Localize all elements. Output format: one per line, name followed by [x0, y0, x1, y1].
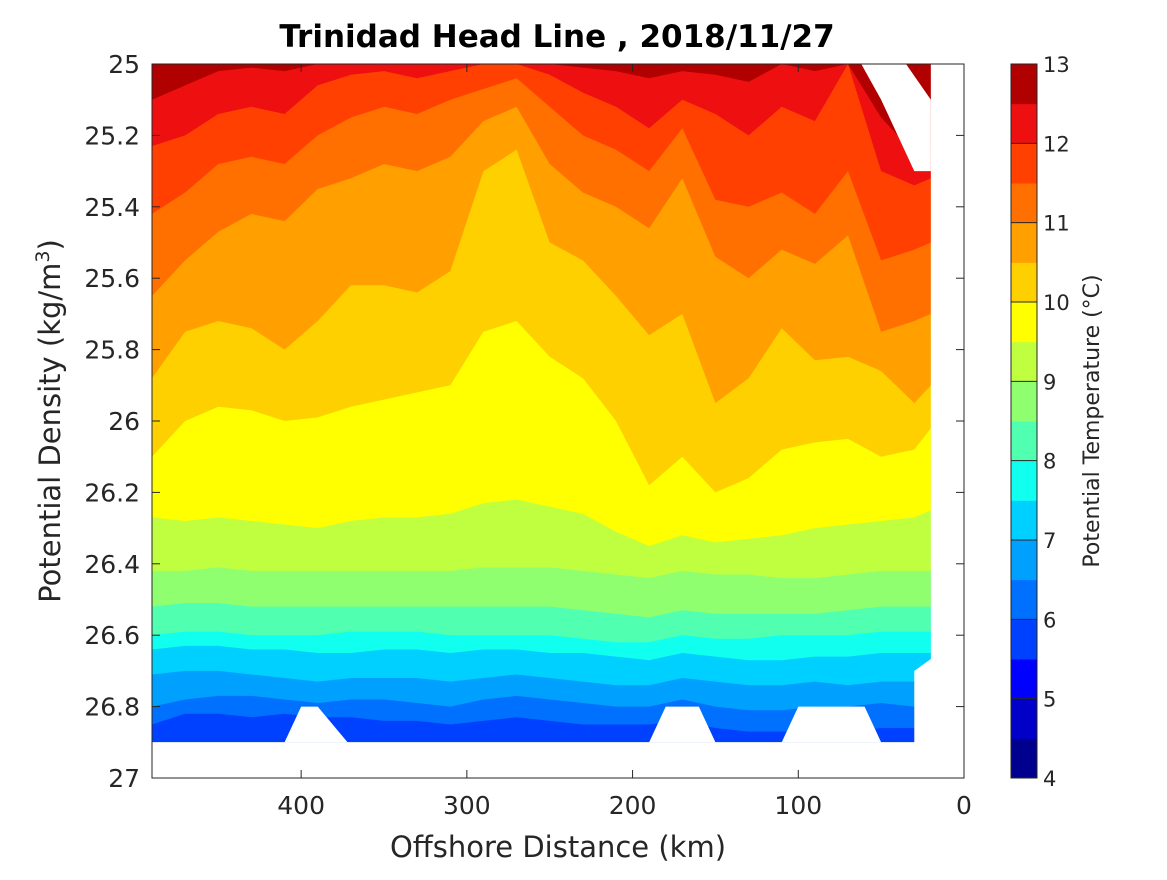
- contour-band-11.5: [152, 64, 931, 186]
- colorbar-tick-label: 5: [1043, 688, 1056, 712]
- colorbar-swatch: [1011, 619, 1037, 660]
- y-tick-label: 25.8: [84, 336, 140, 365]
- nearshore-blank-mask: [930, 64, 964, 778]
- colorbar-swatch: [1011, 460, 1037, 501]
- colorbar-swatch: [1011, 659, 1037, 700]
- x-tick-label: 400: [277, 791, 325, 820]
- colorbar-ticks: 13 12 11 10 9 8 7 6 5 4: [1011, 53, 1070, 791]
- colorbar-swatch: [1011, 143, 1037, 184]
- colorbar-tick-label: 10: [1043, 291, 1070, 315]
- colorbar-swatch: [1011, 738, 1037, 779]
- nearshore-lower-mask: [914, 635, 964, 778]
- contour-fill-layer: [152, 64, 931, 743]
- colorbar-tick-label: 6: [1043, 608, 1056, 632]
- colorbar-swatch: [1011, 222, 1037, 263]
- y-axis-label: Potential Density (kg/m3): [32, 239, 67, 603]
- y-axis-label-main: Potential Density (kg/m: [33, 263, 67, 603]
- y-tick-label: 26: [108, 407, 140, 436]
- y-tick-label: 26.6: [84, 621, 140, 650]
- colorbar-swatch: [1011, 500, 1037, 541]
- colorbar-tick-label: 13: [1043, 53, 1070, 77]
- y-axis-ticks: 25 25.2 25.4 25.6 25.8 26 26.2 26.4 26.6 26.8 27: [84, 50, 964, 793]
- x-tick-label: 300: [443, 791, 491, 820]
- x-axis-ticks: 400 300 200 100 0: [277, 64, 972, 820]
- colorbar-label: Potential Temperature (°C): [1080, 274, 1105, 567]
- colorbar-swatch: [1011, 579, 1037, 620]
- colorbar-tick-label: 11: [1043, 212, 1070, 236]
- colorbar-swatch: [1011, 381, 1037, 422]
- chart-title: Trinidad Head Line , 2018/11/27: [279, 19, 834, 55]
- y-axis-label-superscript: 3: [32, 250, 54, 262]
- colorbar-swatch: [1011, 302, 1037, 343]
- y-tick-label: 26.2: [84, 478, 140, 507]
- top-blank-mask: [861, 64, 931, 172]
- colorbar-swatch: [1011, 540, 1037, 581]
- missing-data-notch: [284, 706, 348, 743]
- y-tick-label: 26.4: [84, 550, 140, 579]
- y-tick-label: 25.2: [84, 121, 140, 150]
- bottom-blank-mask: [152, 742, 964, 778]
- missing-data-notch: [781, 706, 882, 743]
- missing-data-notch: [649, 706, 716, 743]
- colorbar-tick-label: 12: [1043, 132, 1070, 156]
- colorbar-tick-label: 7: [1043, 529, 1056, 553]
- colorbar-swatch: [1011, 698, 1037, 739]
- colorbar: [1011, 64, 1037, 779]
- colorbar-tick-label: 9: [1043, 370, 1056, 394]
- colorbar-tick-label: 8: [1043, 450, 1056, 474]
- y-tick-label: 25.4: [84, 193, 140, 222]
- no-data-mask-layer: [152, 64, 964, 778]
- y-tick-label: 25: [108, 50, 140, 79]
- colorbar-tick-label: 4: [1043, 767, 1056, 791]
- colorbar-swatch: [1011, 421, 1037, 462]
- y-tick-label: 25.6: [84, 264, 140, 293]
- y-axis-label-close: ): [33, 239, 67, 250]
- x-tick-label: 0: [956, 791, 972, 820]
- colorbar-swatch: [1011, 103, 1037, 144]
- colorbar-swatch: [1011, 64, 1037, 105]
- x-tick-label: 200: [609, 791, 657, 820]
- colorbar-swatch: [1011, 341, 1037, 382]
- y-tick-label: 26.8: [84, 693, 140, 722]
- x-axis-label: Offshore Distance (km): [390, 830, 726, 864]
- y-tick-label: 27: [108, 764, 140, 793]
- colorbar-swatch: [1011, 262, 1037, 303]
- x-tick-label: 100: [774, 791, 822, 820]
- colorbar-swatch: [1011, 183, 1037, 224]
